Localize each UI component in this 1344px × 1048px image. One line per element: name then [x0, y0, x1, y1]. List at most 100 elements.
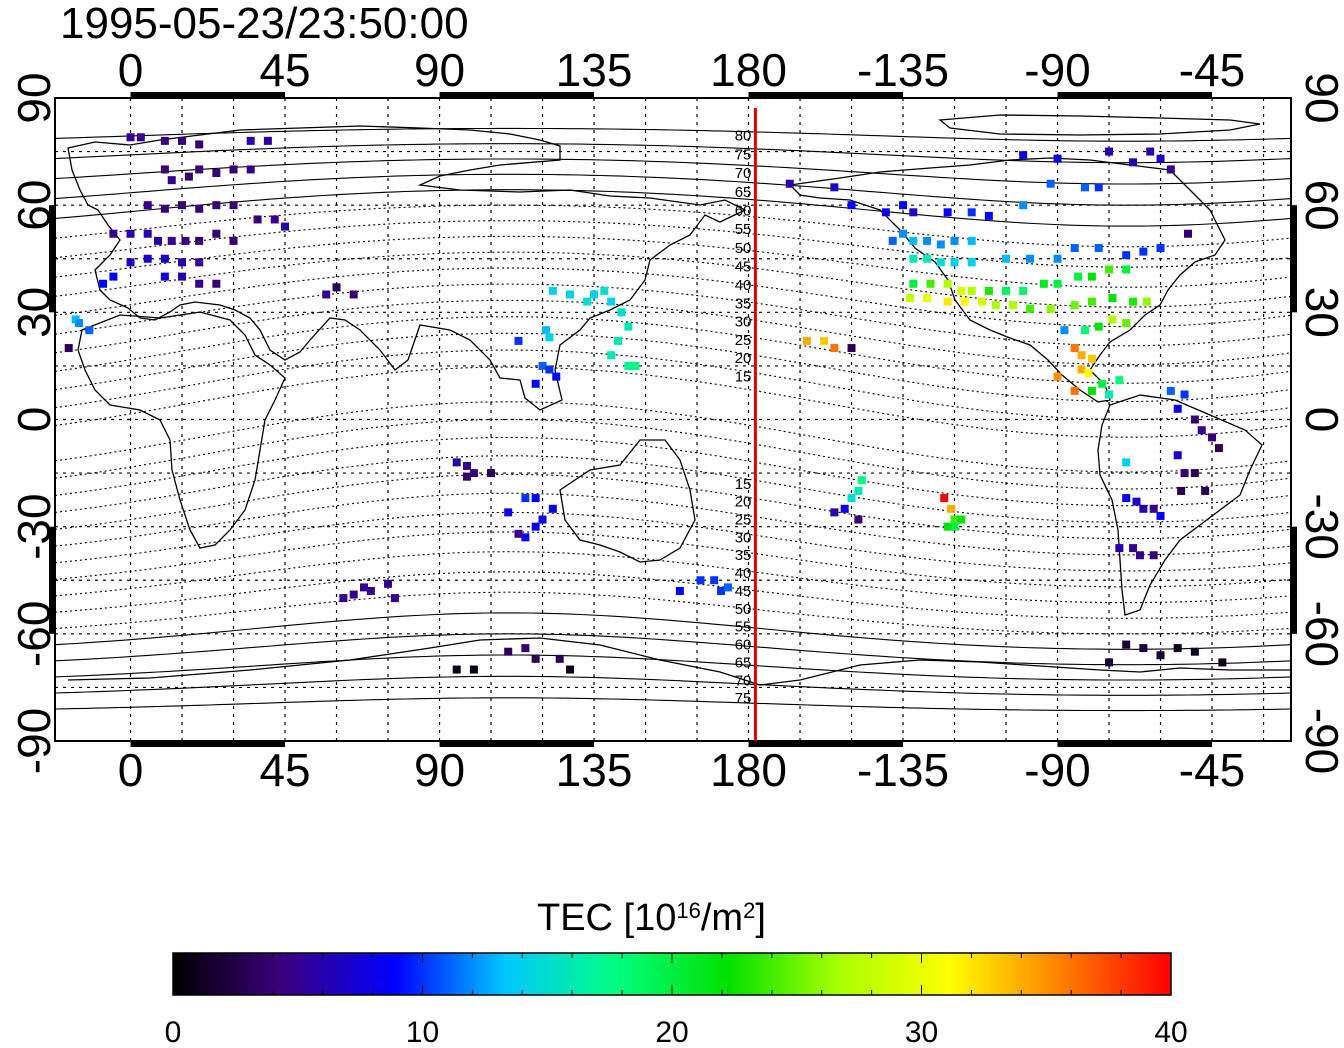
- colorbar-title-suffix: ]: [755, 897, 766, 939]
- magnetic-lat-label: 65: [735, 184, 752, 201]
- tec-point: [1149, 504, 1158, 513]
- tec-point: [1053, 279, 1062, 288]
- tec-point: [1084, 369, 1093, 378]
- tec-point: [1218, 658, 1227, 667]
- tec-point: [195, 258, 204, 267]
- left-lat-tick-label: 90: [8, 72, 60, 123]
- tec-point: [899, 201, 908, 210]
- tec-point: [514, 336, 523, 345]
- tec-point: [857, 476, 866, 485]
- map-title: 1995-05-23/23:50:00: [60, 0, 469, 48]
- tec-point: [1087, 272, 1096, 281]
- magnetic-lat-label: 70: [735, 165, 752, 182]
- magnetic-lat-label: 15: [735, 368, 752, 385]
- tec-point: [160, 254, 169, 263]
- tec-point: [909, 279, 918, 288]
- tec-point: [85, 326, 94, 335]
- top-lon-tick-label: 180: [710, 44, 787, 96]
- magnetic-contour: [54, 511, 1292, 572]
- left-lat-tick-label: -90: [8, 708, 60, 774]
- magnetic-contour: [54, 251, 1292, 308]
- top-lon-tick-label: 90: [414, 44, 465, 96]
- tec-point: [1094, 322, 1103, 331]
- tec-point: [1002, 286, 1011, 295]
- tec-point: [64, 344, 73, 353]
- tec-point: [270, 215, 279, 224]
- tec-point: [1190, 647, 1199, 656]
- tec-point: [1105, 265, 1114, 274]
- tec-point: [978, 297, 986, 306]
- tec-point: [1077, 351, 1086, 360]
- tec-point: [967, 208, 976, 217]
- magnetic-lat-label: 80: [735, 128, 752, 145]
- tec-point: [1087, 354, 1096, 363]
- tec-point: [854, 486, 863, 495]
- tec-point: [143, 229, 152, 238]
- tec-point: [160, 165, 169, 174]
- magnetic-lat-label: 40: [735, 277, 752, 294]
- tec-point: [469, 469, 478, 478]
- bottom-lon-tick-label: -135: [857, 744, 949, 796]
- tec-point: [184, 172, 193, 181]
- tec-point: [504, 647, 513, 656]
- tec-point: [195, 165, 204, 174]
- tec-point: [957, 286, 966, 295]
- tec-point: [590, 290, 599, 299]
- magnetic-lat-label: 70: [735, 672, 752, 689]
- map-plot-area: 8075706560555045403530252015152025303540…: [54, 97, 1292, 742]
- tec-point: [514, 529, 523, 538]
- right-lat-tick-label: -60: [1296, 601, 1344, 667]
- tec-point: [229, 201, 238, 210]
- tec-point: [109, 229, 118, 238]
- frame-bar-left: [49, 205, 55, 313]
- tec-point: [1184, 229, 1192, 238]
- tec-point: [950, 236, 959, 245]
- frame-bar-top: [130, 92, 286, 98]
- magnetic-lat-label: 25: [735, 512, 752, 529]
- tec-point: [332, 283, 341, 292]
- tec-point: [531, 494, 540, 503]
- magnetic-lat-label: 45: [735, 258, 752, 275]
- colorbar-title-unit-exponent: 2: [743, 898, 755, 923]
- right-latitude-axis: 90 60 30 0 -30 -60 -90: [1291, 72, 1344, 774]
- tec-point: [624, 322, 633, 331]
- right-lat-tick-label: 60: [1296, 180, 1344, 231]
- tec-point: [840, 504, 849, 513]
- tec-point: [390, 594, 399, 603]
- coastline-greenland: [938, 114, 1261, 136]
- magnetic-contour: [54, 633, 1292, 666]
- tec-point: [178, 136, 187, 145]
- tec-point: [212, 201, 221, 210]
- tec-point: [531, 379, 540, 388]
- colorbar-tick-label: 30: [905, 1016, 938, 1048]
- tec-point: [1190, 469, 1199, 478]
- tec-point: [1046, 179, 1055, 188]
- magnetic-contour: [54, 531, 1292, 588]
- tec-point: [1197, 426, 1206, 435]
- colorbar-tick-label: 0: [165, 1016, 182, 1048]
- tec-data-points: [64, 133, 1227, 674]
- tec-point: [1180, 469, 1189, 478]
- tec-point: [947, 504, 956, 513]
- tec-point: [847, 344, 856, 353]
- tec-point: [984, 286, 993, 295]
- top-lon-tick-label: -135: [857, 44, 949, 96]
- tec-point: [960, 297, 969, 306]
- tec-point: [1115, 376, 1124, 385]
- tec-point: [126, 229, 135, 238]
- tec-point: [909, 254, 918, 263]
- coastline-antarctica: [67, 637, 1290, 686]
- tec-point: [195, 204, 204, 213]
- frame-bar-left: [49, 526, 55, 634]
- tec-point: [126, 133, 135, 142]
- tec-point: [1122, 494, 1131, 503]
- tec-point: [548, 504, 557, 513]
- tec-point: [1190, 415, 1199, 424]
- tec-point: [1053, 254, 1062, 263]
- frame-bar-bottom: [130, 741, 286, 747]
- tec-point: [1115, 544, 1124, 553]
- right-lat-tick-label: -30: [1296, 493, 1344, 559]
- colorbar-title-prefix: TEC [10: [537, 897, 676, 939]
- tec-point: [1087, 386, 1096, 395]
